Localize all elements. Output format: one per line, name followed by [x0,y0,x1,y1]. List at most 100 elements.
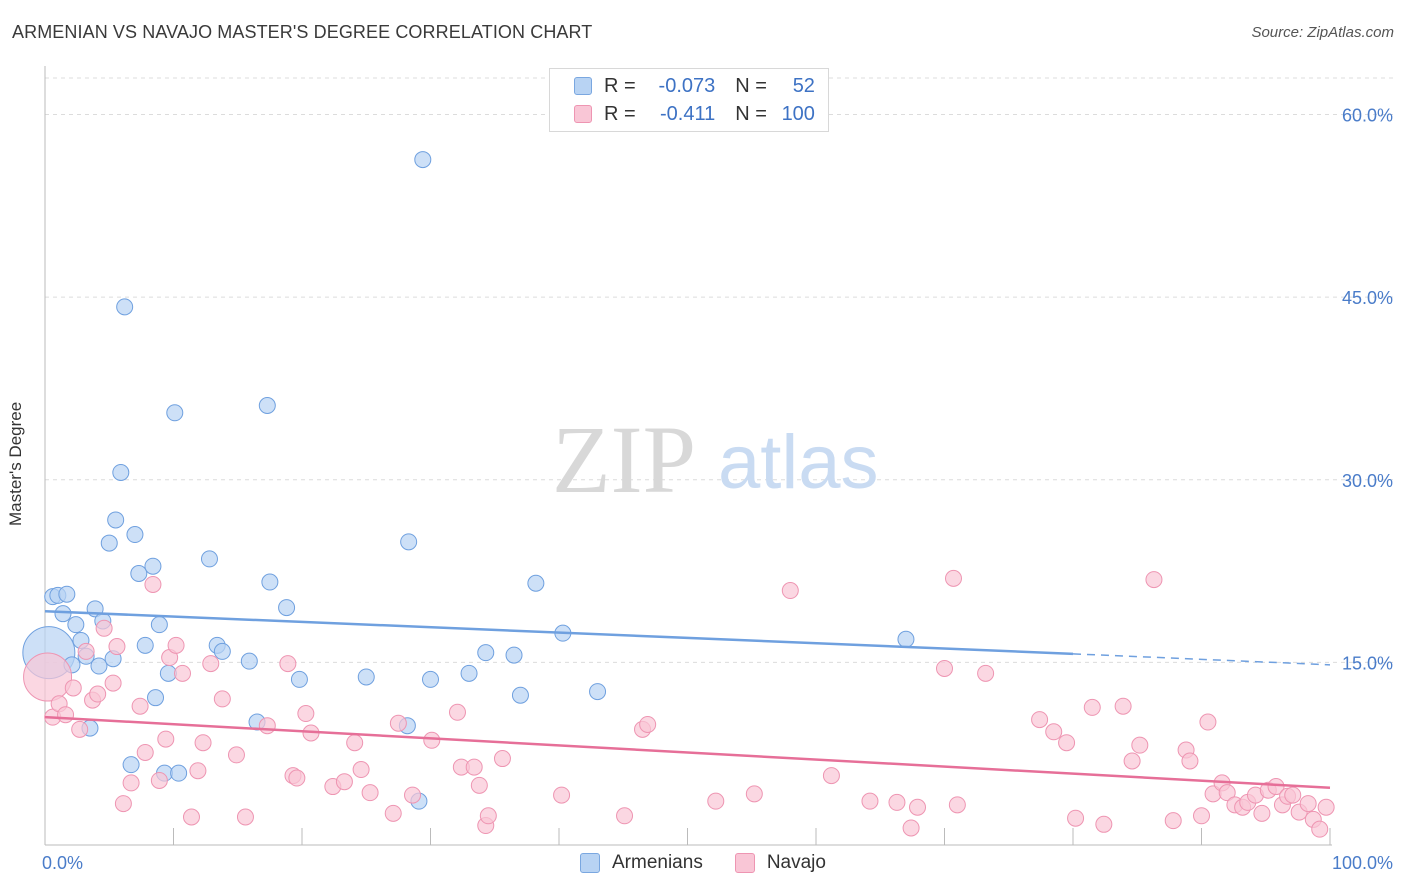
point-navajo [1299,795,1317,813]
point-navajo [104,674,122,692]
point-navajo [888,793,906,811]
point-navajo [279,655,297,673]
trend-line-navajo [44,715,1331,790]
legend-r-label: R = [604,74,636,97]
point-navajo [822,767,840,785]
legend-row-navajo: R = -0.411 N = 100 [574,101,815,127]
point-navajo [213,690,231,708]
legend-swatch-navajo [574,105,592,123]
trend-extension-armenians [1072,653,1331,666]
point-navajo [136,743,154,761]
point-navajo [1164,812,1182,830]
legend-item-navajo[interactable]: Navajo [734,852,826,874]
point-navajo [227,746,245,764]
legend-swatch-navajo [734,853,755,873]
point-navajo [1123,752,1141,770]
point-navajo [335,773,353,791]
point-navajo [1058,734,1076,752]
point-navajo [23,652,73,702]
point-navajo [1193,807,1210,825]
point-navajo [173,664,191,682]
point-navajo [493,750,511,768]
point-navajo [89,685,107,703]
point-armenians [477,644,495,662]
point-armenians [357,668,375,686]
point-navajo [1095,815,1113,833]
point-navajo [297,705,315,723]
point-armenians [122,756,140,774]
point-navajo [288,769,306,787]
point-navajo [131,697,149,715]
watermark-atlas: atlas [718,420,879,505]
point-navajo [236,808,254,826]
point-armenians [290,670,308,688]
point-navajo [114,795,132,813]
point-armenians [589,683,607,701]
point-navajo [616,807,634,825]
point-navajo [1083,698,1101,716]
point-armenians [58,585,76,603]
point-armenians [460,664,478,682]
trend-lines [44,609,1331,790]
point-armenians [136,636,154,654]
point-navajo [1131,736,1149,754]
legend-n-value: 52 [792,74,815,97]
point-navajo [194,734,212,752]
point-navajo [71,720,89,738]
point-armenians [505,646,523,664]
point-navajo [1031,711,1049,729]
watermark-zip: ZIP [552,406,696,513]
point-armenians [414,151,432,169]
point-navajo [57,706,75,724]
legend-r-label: R = [604,102,636,125]
point-armenians [261,573,279,591]
point-navajo [1317,798,1335,816]
point-navajo [1181,752,1199,770]
x-tick-labels: 0.0% 100.0% [42,853,1393,873]
point-navajo [352,761,370,779]
point-navajo [639,715,657,733]
point-navajo [423,731,441,749]
point-armenians [240,652,258,670]
point-navajo [1218,784,1236,802]
stats-legend: R = -0.073 N = 52 R = -0.411 N = 100 [549,68,829,132]
legend-r-value: -0.411 [660,102,716,125]
point-armenians [130,565,148,583]
point-navajo [745,785,763,803]
point-navajo [404,786,422,804]
point-navajo [1284,786,1302,804]
point-armenians [897,630,915,648]
point-armenians [107,511,125,529]
point-navajo [1045,723,1063,741]
point-navajo [384,804,402,822]
point-navajo [465,758,483,776]
chart-title: ARMENIAN VS NAVAJO MASTER'S DEGREE CORRE… [12,22,593,42]
point-armenians [67,616,85,634]
point-navajo [1114,697,1132,715]
point-armenians [159,664,177,682]
point-navajo [189,762,207,780]
point-navajo [470,776,488,794]
point-navajo [936,659,953,677]
source-credit: Source: ZipAtlas.com [1251,24,1394,41]
y-tick-label: 15.0% [1342,653,1393,673]
gridlines [45,77,1395,663]
point-navajo [479,807,497,825]
point-navajo [346,734,364,752]
x-tick-label-min: 0.0% [42,853,83,873]
legend-row-armenians: R = -0.073 N = 52 [574,73,815,99]
point-armenians [144,557,162,575]
legend-n-label: N = [735,102,767,125]
x-tick-label-max: 100.0% [1332,853,1393,873]
point-navajo [1253,804,1271,822]
point-armenians [100,534,118,552]
point-navajo [948,796,966,814]
point-armenians [170,764,188,782]
point-navajo [977,664,995,682]
legend-swatch-armenians [574,77,592,95]
trend-line-armenians [44,609,1074,656]
legend-item-armenians[interactable]: Armenians [580,852,703,874]
point-navajo [1067,809,1085,827]
point-navajo [95,619,113,637]
